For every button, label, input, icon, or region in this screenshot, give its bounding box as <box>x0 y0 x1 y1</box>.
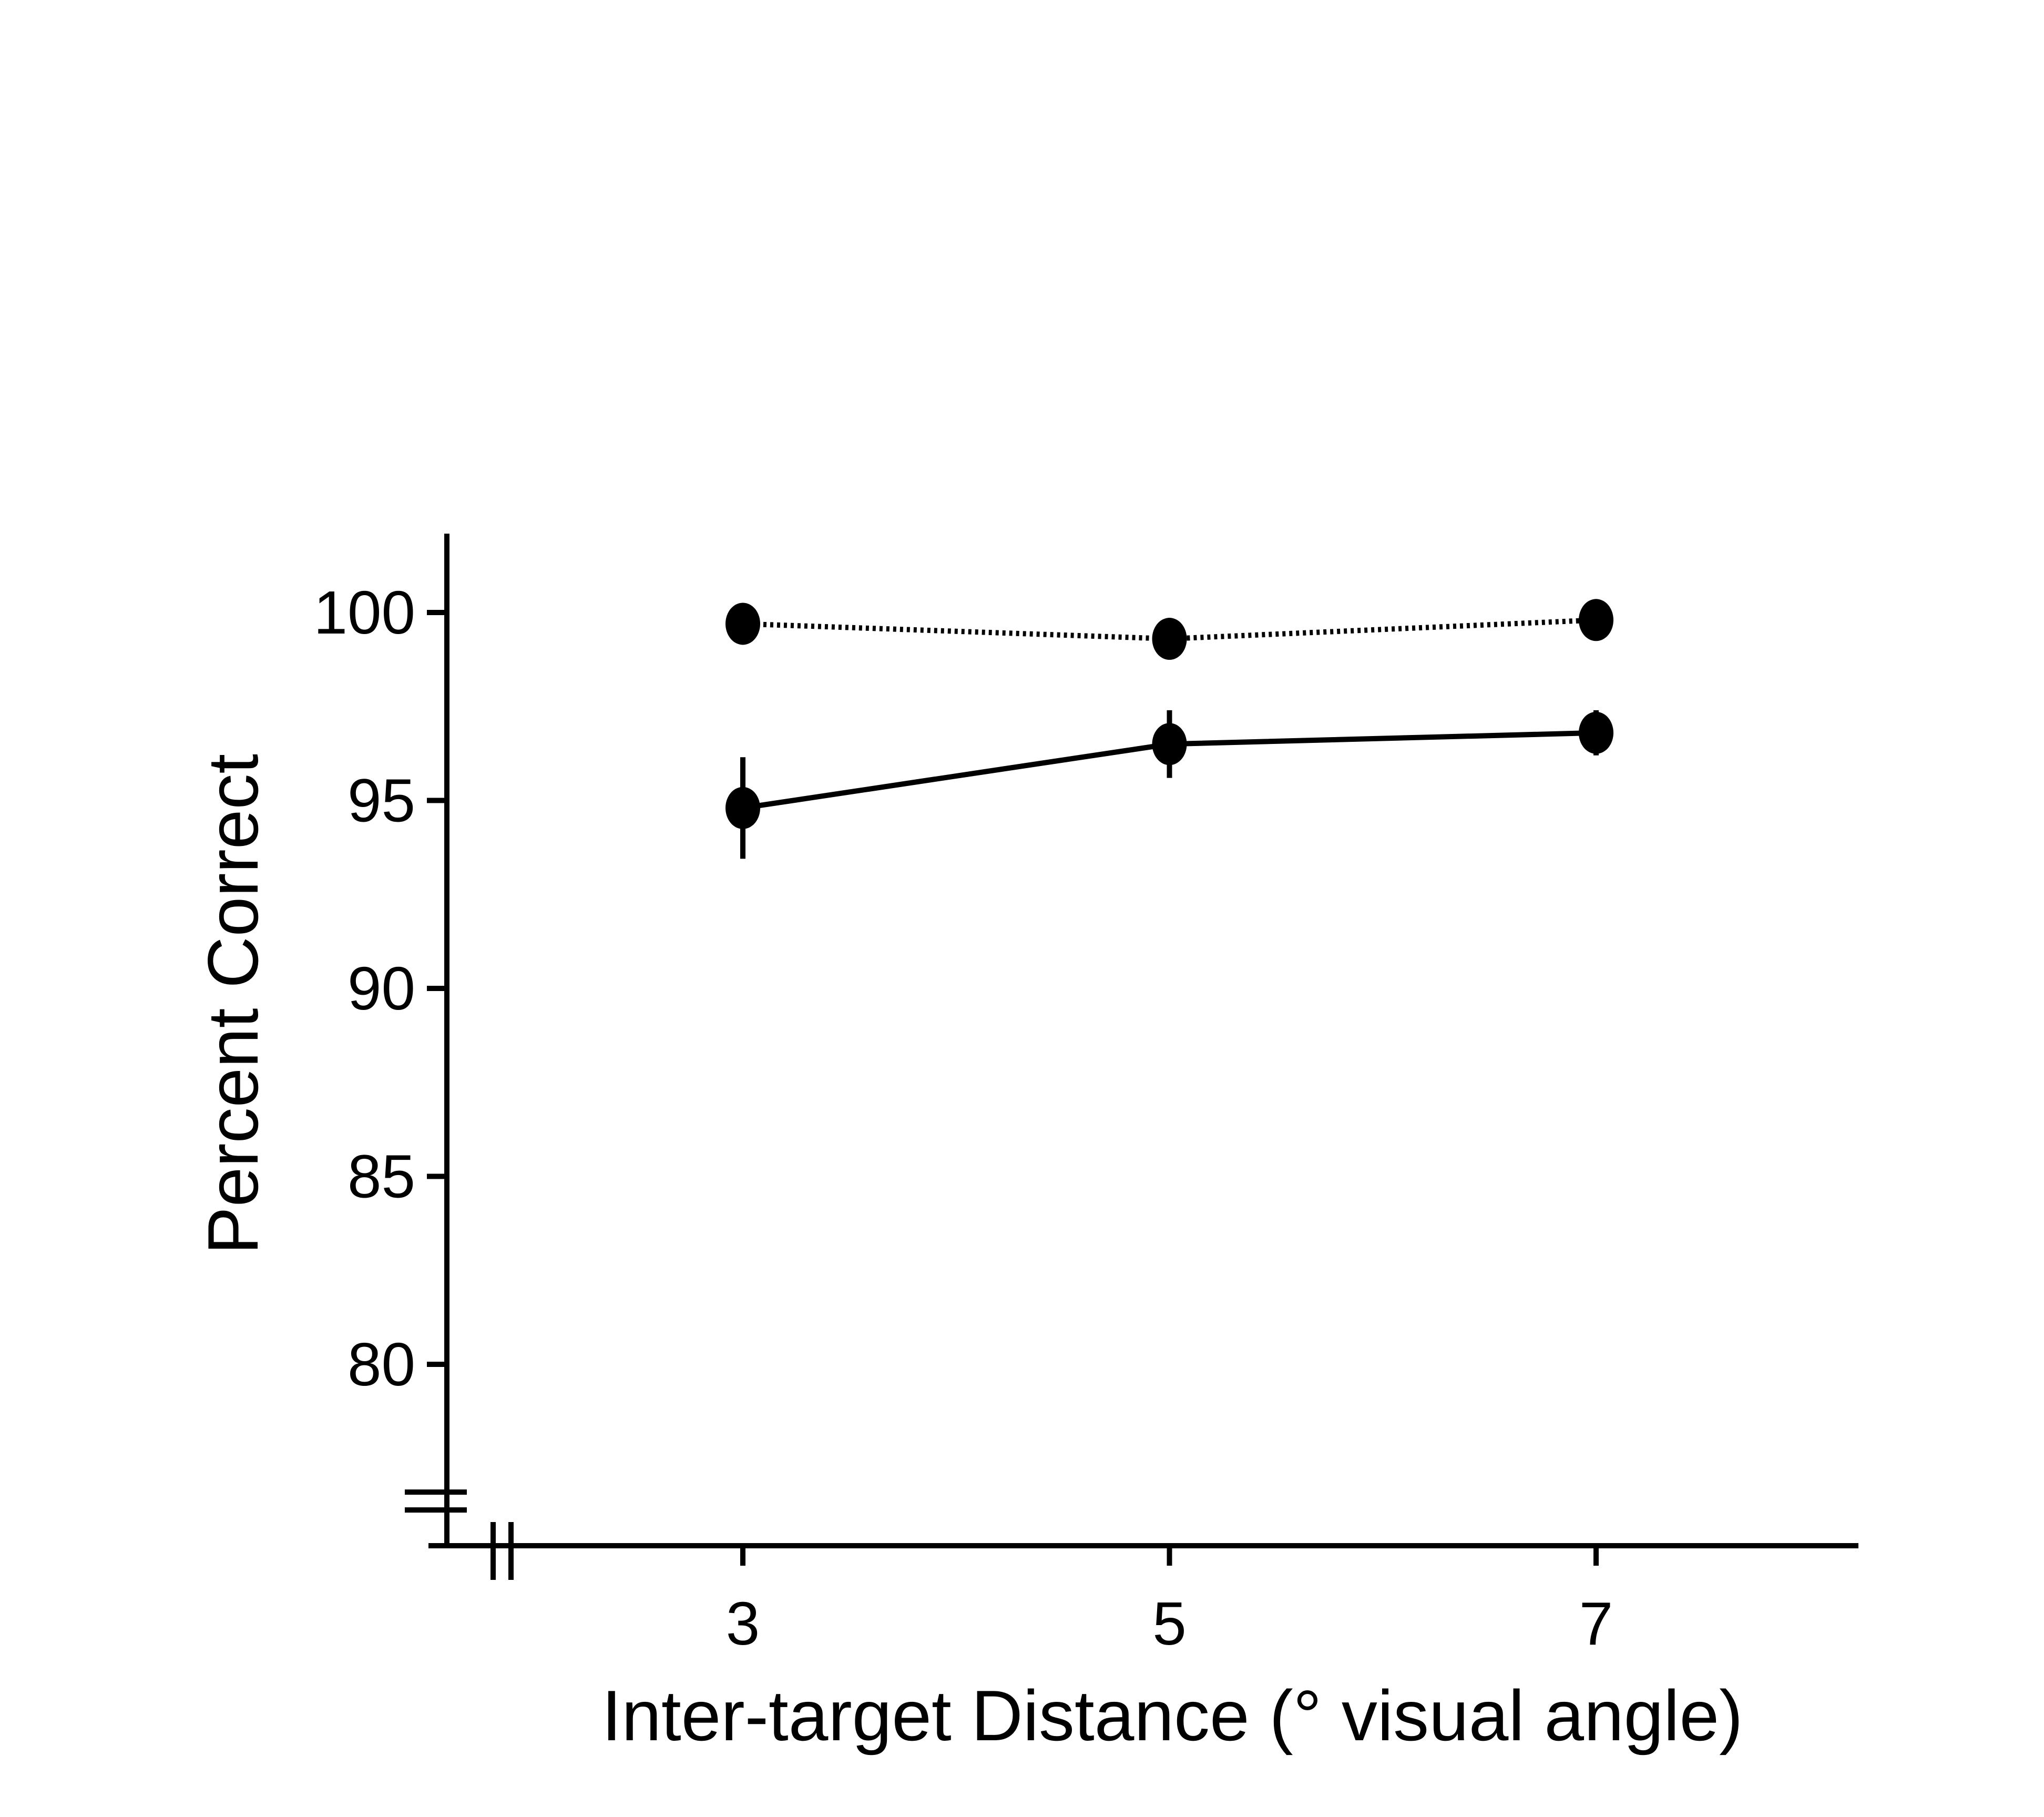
y-tick-label: 80 <box>348 1330 415 1399</box>
data-point <box>1579 599 1613 641</box>
x-tick-label: 5 <box>1152 1589 1187 1658</box>
series-solid <box>725 710 1613 859</box>
data-point <box>1152 618 1187 660</box>
x-tick-label: 3 <box>726 1589 760 1658</box>
data-point <box>1152 723 1187 765</box>
y-axis-title: Percent Correct <box>193 754 273 1254</box>
data-point <box>725 603 760 645</box>
y-tick-label: 85 <box>348 1142 415 1211</box>
series-layer <box>725 599 1613 859</box>
x-tick-label: 7 <box>1579 1589 1613 1658</box>
axes <box>405 534 1858 1580</box>
y-tick-label: 95 <box>348 767 415 835</box>
y-tick-label: 90 <box>348 954 415 1023</box>
series-dotted <box>725 599 1613 660</box>
x-ticks: 3 5 7 <box>726 1546 1613 1658</box>
series-line <box>742 617 1597 642</box>
y-ticks: 80 85 90 95 100 <box>313 578 447 1399</box>
data-point <box>1579 711 1613 754</box>
data-point <box>725 787 760 829</box>
y-tick-label: 100 <box>313 578 415 647</box>
x-axis-title: Inter-target Distance (° visual angle) <box>602 1676 1743 1755</box>
